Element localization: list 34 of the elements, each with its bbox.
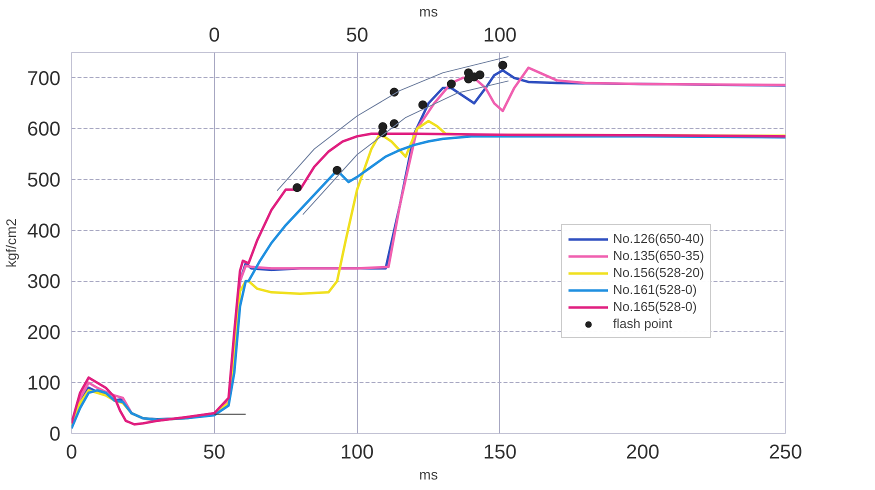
y-tick-label: 500	[27, 170, 61, 192]
y-tick-label: 0	[49, 424, 60, 446]
point	[498, 60, 508, 70]
x-tick-label: 100	[340, 442, 374, 464]
y-tick-label: 700	[27, 68, 61, 90]
y-tick-label: 300	[27, 271, 61, 294]
point	[418, 100, 428, 110]
y-axis-title: kgf/cm2	[3, 218, 20, 268]
y-tick-label: 100	[27, 372, 61, 395]
legend-label: No.156(528-20)	[613, 265, 704, 280]
point	[446, 80, 456, 88]
y-tick-label: 400	[27, 220, 61, 242]
y-tick-label: 600	[27, 118, 61, 141]
point	[332, 166, 342, 175]
legend-label: No.126(650-40)	[613, 231, 704, 246]
x2-tick-label: 0	[208, 24, 220, 46]
x-axis-title: ms	[419, 466, 438, 482]
x-tick-label: 200	[626, 442, 660, 464]
x-tick-label: 50	[203, 442, 226, 464]
x-tick-label: 0	[66, 442, 78, 464]
legend-label: No.161(528-0)	[613, 282, 697, 297]
line-series	[302, 80, 509, 216]
point	[292, 183, 302, 192]
legend-label: No.135(650-35)	[613, 248, 704, 263]
line-series	[276, 56, 509, 192]
x2-tick-label: 50	[346, 24, 368, 46]
x2-axis-title: ms	[419, 4, 438, 20]
legend-label: flash point	[613, 316, 672, 331]
legend-label: No.165(528-0)	[613, 299, 697, 314]
x-tick-label: 150	[483, 442, 517, 464]
y-tick-label: 200	[27, 322, 61, 344]
point	[475, 70, 484, 80]
x2-tick-label: 100	[483, 24, 517, 46]
x-tick-label: 250	[768, 442, 802, 464]
